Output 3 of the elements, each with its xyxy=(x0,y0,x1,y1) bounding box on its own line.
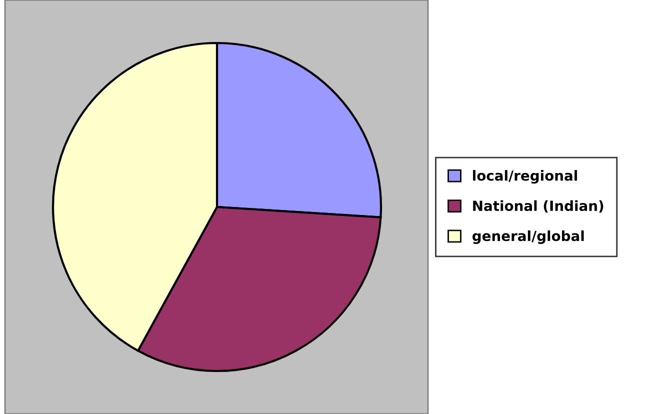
legend-label: general/global xyxy=(472,230,584,244)
legend-label: local/regional xyxy=(473,170,577,184)
legend-label: National (Indian) xyxy=(473,200,604,213)
